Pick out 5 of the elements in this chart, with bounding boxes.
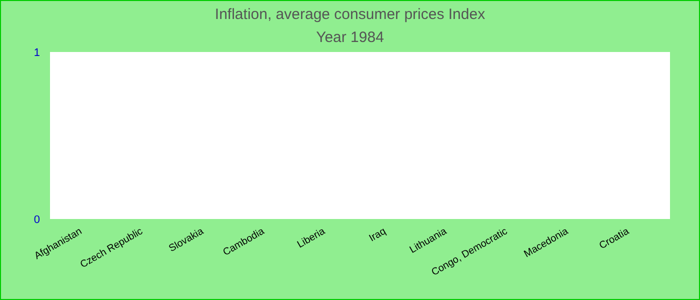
y-tick-label: 1 [34,47,40,59]
x-tick-label: Iraq [367,226,388,244]
chart-subtitle: Year 1984 [316,29,384,46]
chart-title: Inflation, average consumer prices Index [214,6,486,23]
y-tick-label: 0 [34,214,40,226]
